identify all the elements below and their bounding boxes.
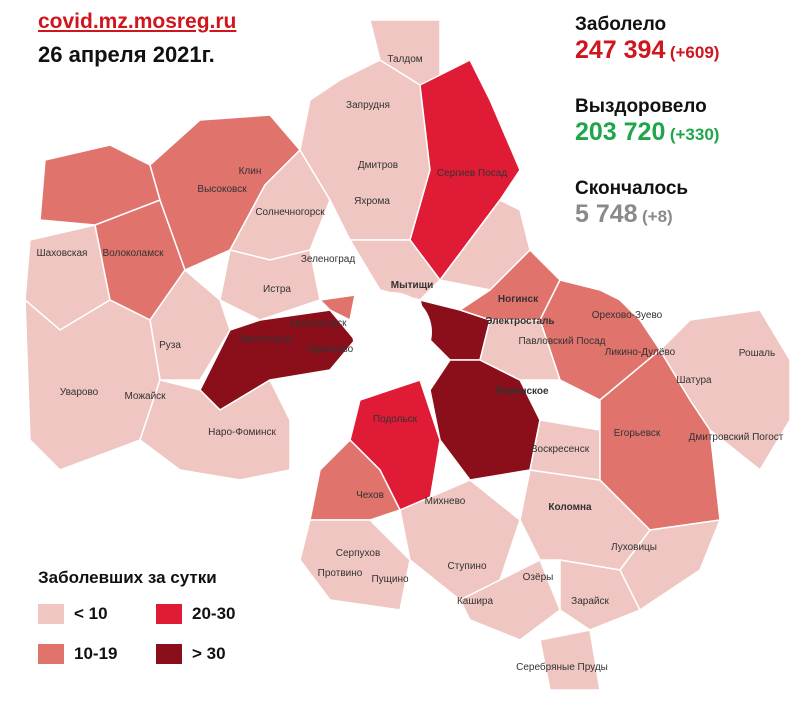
place-label: Коломна (548, 502, 592, 513)
stat-label: Выздоровело (575, 96, 707, 117)
source-link[interactable]: covid.mz.mosreg.ru (38, 10, 237, 33)
place-label: Ногинск (498, 294, 539, 305)
place-label: Шатура (676, 375, 712, 386)
stat-label: Заболело (575, 14, 667, 35)
place-label: Волоколамск (103, 248, 165, 259)
place-label: Дмитров (358, 160, 398, 171)
legend-item: 10-19 (38, 644, 117, 664)
stat: Выздоровело 203 720 (+330) (575, 96, 719, 147)
stat-value: 5 748 (575, 200, 638, 228)
place-label: Одинцово (307, 344, 354, 355)
regions (24, 19, 791, 691)
stat-value: 203 720 (575, 118, 666, 146)
place-label: Ступино (448, 561, 487, 572)
place-labels: Талдом Запрудня Дмитров Яхрома Сергиев П… (37, 54, 784, 673)
place-label: Красногорск (290, 318, 348, 329)
place-label: Подольск (373, 414, 418, 425)
legend-swatch (156, 604, 182, 624)
place-label: Запрудня (346, 100, 390, 111)
region (24, 298, 161, 471)
place-label: Наро-Фоминск (208, 427, 276, 438)
region (348, 239, 441, 301)
region (318, 294, 356, 322)
region (539, 629, 601, 691)
legend-label: > 30 (192, 644, 226, 663)
place-label: Пущино (371, 574, 409, 585)
place-label: Дмитровский Погост (689, 432, 784, 443)
moscow (352, 292, 432, 372)
place-label: Михнево (425, 496, 466, 507)
region (139, 378, 291, 481)
stat-label: Скончалось (575, 178, 689, 199)
place-label: Солнечногорск (255, 207, 325, 218)
stat-row: 247 394 (+609) (575, 36, 719, 65)
place-label: Высоковск (197, 184, 247, 195)
legend-swatch (38, 644, 64, 664)
region (559, 559, 642, 631)
legend-swatch (38, 604, 64, 624)
place-label: Мытищи (391, 280, 434, 291)
legend-label: < 10 (74, 604, 108, 623)
place-label: Сергиев Посад (437, 168, 508, 179)
region (619, 519, 722, 612)
place-label: Воскресенск (531, 444, 590, 455)
place-label: Клин (239, 166, 262, 177)
legend-swatch (156, 644, 182, 664)
place-label: Кашира (457, 596, 494, 607)
place-label: Егорьевск (614, 428, 661, 439)
stat-delta: (+8) (642, 207, 673, 226)
place-label: Серпухов (336, 548, 381, 559)
place-label: Талдом (387, 54, 422, 65)
place-label: Рошаль (739, 348, 775, 359)
place-label: Раменское (495, 386, 549, 397)
stat-value: 247 394 (575, 36, 666, 64)
place-label: Шаховская (37, 248, 88, 259)
legend-item: < 10 (38, 604, 108, 624)
place-label: Зарайск (571, 596, 609, 607)
region (299, 519, 411, 611)
place-label: Зеленоград (301, 254, 356, 265)
place-label: Серебряные Пруды (516, 661, 608, 673)
stat: Скончалось 5 748 (+8) (575, 178, 688, 229)
legend-title: Заболевших за сутки (38, 568, 217, 587)
place-label: Орехово-Зуево (592, 310, 663, 321)
place-label: Протвино (318, 568, 363, 579)
place-label: Чехов (356, 490, 384, 501)
stat-delta: (+330) (669, 125, 720, 144)
place-label: Звенигород (238, 334, 292, 345)
stat-delta: (+609) (669, 43, 720, 62)
stat: Заболело 247 394 (+609) (575, 14, 719, 65)
legend-item: 20-30 (156, 604, 235, 624)
place-label: Можайск (124, 391, 166, 402)
place-label: Истра (263, 284, 291, 295)
stat-row: 5 748 (+8) (575, 200, 688, 229)
region (659, 309, 791, 472)
place-label: Уварово (60, 387, 99, 398)
place-label: Озёры (523, 572, 554, 583)
stat-row: 203 720 (+330) (575, 118, 719, 147)
place-label: Яхрома (354, 196, 390, 207)
legend-item: > 30 (156, 644, 226, 664)
place-label: Луховицы (611, 542, 657, 553)
legend-label: 10-19 (74, 644, 118, 663)
place-label: Электросталь (485, 316, 554, 327)
legend-label: 20-30 (192, 604, 236, 623)
date: 26 апреля 2021г. (38, 42, 215, 67)
region (479, 319, 562, 381)
place-label: Павловский Посад (518, 336, 605, 347)
place-label: Руза (159, 340, 181, 351)
place-label: Ликино-Дулёво (605, 347, 676, 358)
